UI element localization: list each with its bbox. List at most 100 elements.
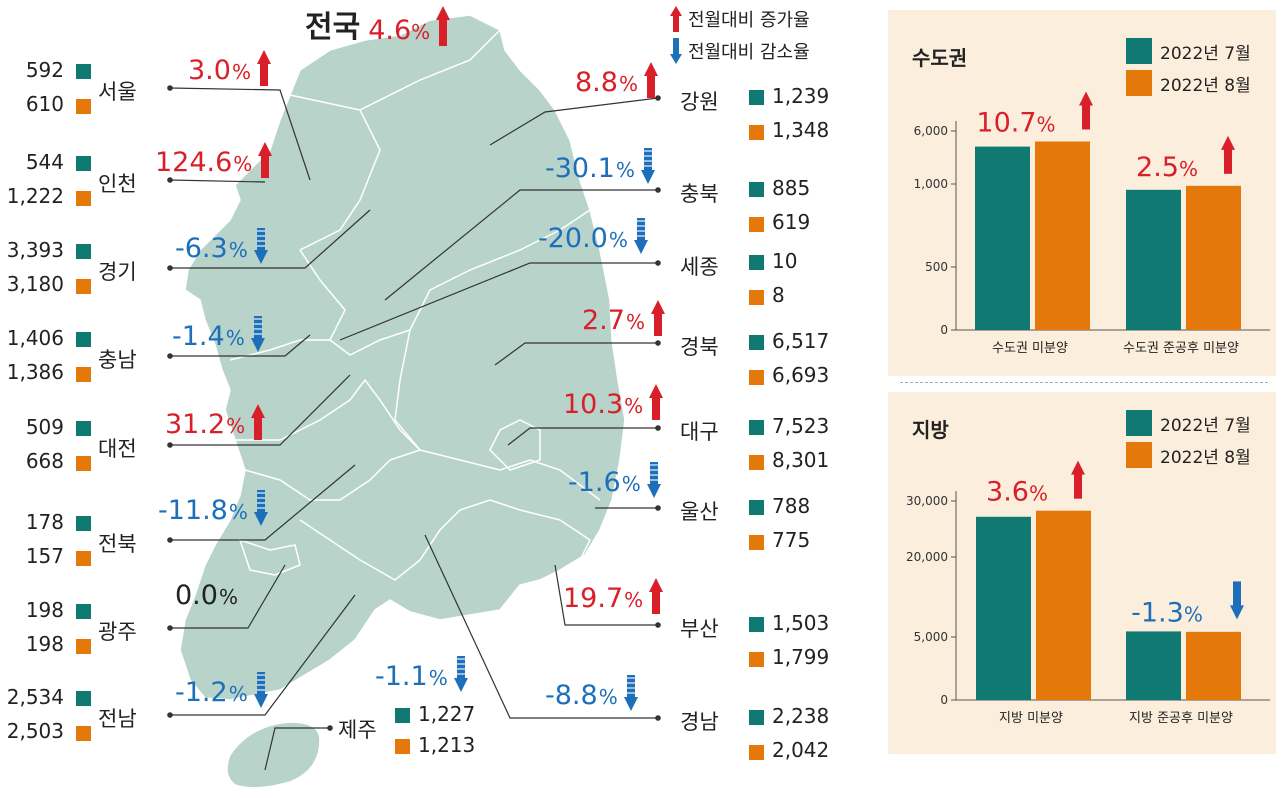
region-name: 경기 bbox=[98, 260, 137, 284]
up-arrow-icon bbox=[649, 578, 664, 614]
region-change-value: 8.8 bbox=[575, 67, 618, 98]
region-change-value: -30.1 bbox=[545, 153, 615, 184]
region-aug-value: 3,180 bbox=[6, 272, 64, 296]
legend-jul: 2022년 7월 bbox=[1126, 410, 1251, 436]
aug-swatch bbox=[749, 125, 764, 140]
leader-line bbox=[507, 427, 658, 446]
region-jul-value: 178 bbox=[25, 510, 64, 534]
region-change-value: 31.2 bbox=[165, 409, 226, 440]
leader-line bbox=[170, 564, 286, 629]
leader-dot bbox=[167, 265, 173, 271]
region-name: 광주 bbox=[98, 620, 137, 644]
region-change: 19.7% bbox=[563, 578, 664, 614]
region-aug-value: 2,042 bbox=[772, 738, 830, 762]
aug-swatch bbox=[749, 535, 764, 550]
region-name: 강원 bbox=[680, 90, 719, 114]
jul-swatch bbox=[76, 332, 91, 347]
national-title: 전국 4.6% bbox=[305, 2, 451, 46]
up-arrow-icon bbox=[256, 50, 271, 86]
local-area-panel: 지방 2022년 7월 2022년 8월 bbox=[888, 392, 1276, 754]
region-change: -11.8% bbox=[158, 490, 268, 526]
legend-swatch-aug bbox=[1126, 442, 1152, 468]
down-arrow-icon bbox=[250, 316, 265, 352]
region-change: -8.8% bbox=[545, 675, 638, 711]
capital-area-panel: 수도권 2022년 7월 2022년 8월 bbox=[888, 10, 1276, 376]
leader-line bbox=[170, 594, 356, 716]
national-title-label: 전국 bbox=[305, 10, 361, 45]
jul-swatch bbox=[76, 604, 91, 619]
aug-swatch bbox=[749, 745, 764, 760]
aug-swatch bbox=[395, 739, 410, 754]
map-landmass bbox=[179, 14, 626, 789]
region-change: 8.8% bbox=[575, 62, 658, 98]
down-arrow-icon bbox=[253, 672, 268, 708]
region-jul-value: 1,227 bbox=[418, 702, 476, 726]
region-name: 충북 bbox=[680, 182, 719, 206]
region-aug-value: 157 bbox=[25, 544, 64, 568]
up-arrow-icon bbox=[649, 384, 664, 420]
legend-swatch-aug bbox=[1126, 70, 1152, 96]
region-change: 3.0% bbox=[188, 50, 271, 86]
legend-aug-label: 2022년 8월 bbox=[1160, 75, 1251, 96]
down-arrow-icon bbox=[670, 38, 682, 64]
leader-lines bbox=[169, 87, 659, 771]
panel-title: 수도권 bbox=[912, 46, 968, 70]
region-aug-value: 610 bbox=[25, 92, 64, 116]
jul-swatch bbox=[749, 335, 764, 350]
aug-swatch bbox=[76, 367, 91, 382]
region-change: 10.3% bbox=[563, 384, 664, 420]
region-change: -1.2% bbox=[175, 672, 268, 708]
legend-decrease: 전월대비 감소율 bbox=[670, 38, 810, 64]
region-change-unit: % bbox=[624, 588, 644, 612]
panel-title: 지방 bbox=[912, 418, 949, 442]
leader-dot bbox=[655, 622, 661, 628]
leader-line bbox=[554, 564, 658, 626]
down-arrow-icon bbox=[633, 218, 648, 254]
region-name: 경북 bbox=[680, 335, 719, 359]
region-change-value: 19.7 bbox=[563, 583, 624, 614]
region-name: 전북 bbox=[98, 532, 137, 556]
leader-line bbox=[424, 534, 658, 719]
region-jul-value: 885 bbox=[772, 176, 811, 200]
aug-swatch bbox=[749, 652, 764, 667]
legend-jul: 2022년 7월 bbox=[1126, 38, 1251, 64]
aug-swatch bbox=[76, 551, 91, 566]
region-change-unit: % bbox=[598, 685, 618, 709]
leader-dots bbox=[167, 85, 661, 731]
leader-dot bbox=[167, 537, 173, 543]
region-change-unit: % bbox=[621, 472, 641, 496]
legend-increase-label: 전월대비 증가율 bbox=[688, 10, 810, 31]
region-name: 대구 bbox=[680, 420, 719, 444]
up-arrow-icon bbox=[251, 404, 266, 440]
region-change: -1.4% bbox=[172, 316, 265, 352]
jul-swatch bbox=[76, 421, 91, 436]
region-change: -1.6% bbox=[568, 462, 661, 498]
region-change-value: -1.1 bbox=[375, 661, 428, 692]
region-jul-value: 544 bbox=[25, 150, 64, 174]
leader-line bbox=[494, 342, 658, 366]
region-change-value: -1.4 bbox=[172, 321, 225, 352]
region-change: 124.6% bbox=[155, 142, 273, 178]
jeju-shape bbox=[226, 721, 321, 789]
region-name: 대전 bbox=[98, 437, 137, 461]
korea-map bbox=[167, 14, 661, 789]
jul-swatch bbox=[749, 420, 764, 435]
leader-line bbox=[384, 189, 658, 301]
leader-dot bbox=[167, 85, 173, 91]
leader-line bbox=[170, 334, 311, 357]
legend-aug: 2022년 8월 bbox=[1126, 442, 1251, 468]
national-change: 4.6% bbox=[368, 6, 451, 46]
leader-dot bbox=[655, 425, 661, 431]
region-change-value: -11.8 bbox=[158, 495, 228, 526]
region-jul-value: 2,534 bbox=[6, 685, 64, 709]
region-jul-value: 7,523 bbox=[772, 414, 830, 438]
region-jul-value: 10 bbox=[772, 249, 798, 273]
region-change-unit: % bbox=[228, 500, 248, 524]
region-change-unit: % bbox=[625, 310, 645, 334]
leader-dot bbox=[167, 353, 173, 359]
leader-line bbox=[170, 209, 371, 269]
up-arrow-icon bbox=[643, 62, 658, 98]
leader-dot bbox=[167, 177, 173, 183]
legend-aug-label: 2022년 8월 bbox=[1160, 447, 1251, 468]
region-name: 제주 bbox=[338, 718, 377, 742]
